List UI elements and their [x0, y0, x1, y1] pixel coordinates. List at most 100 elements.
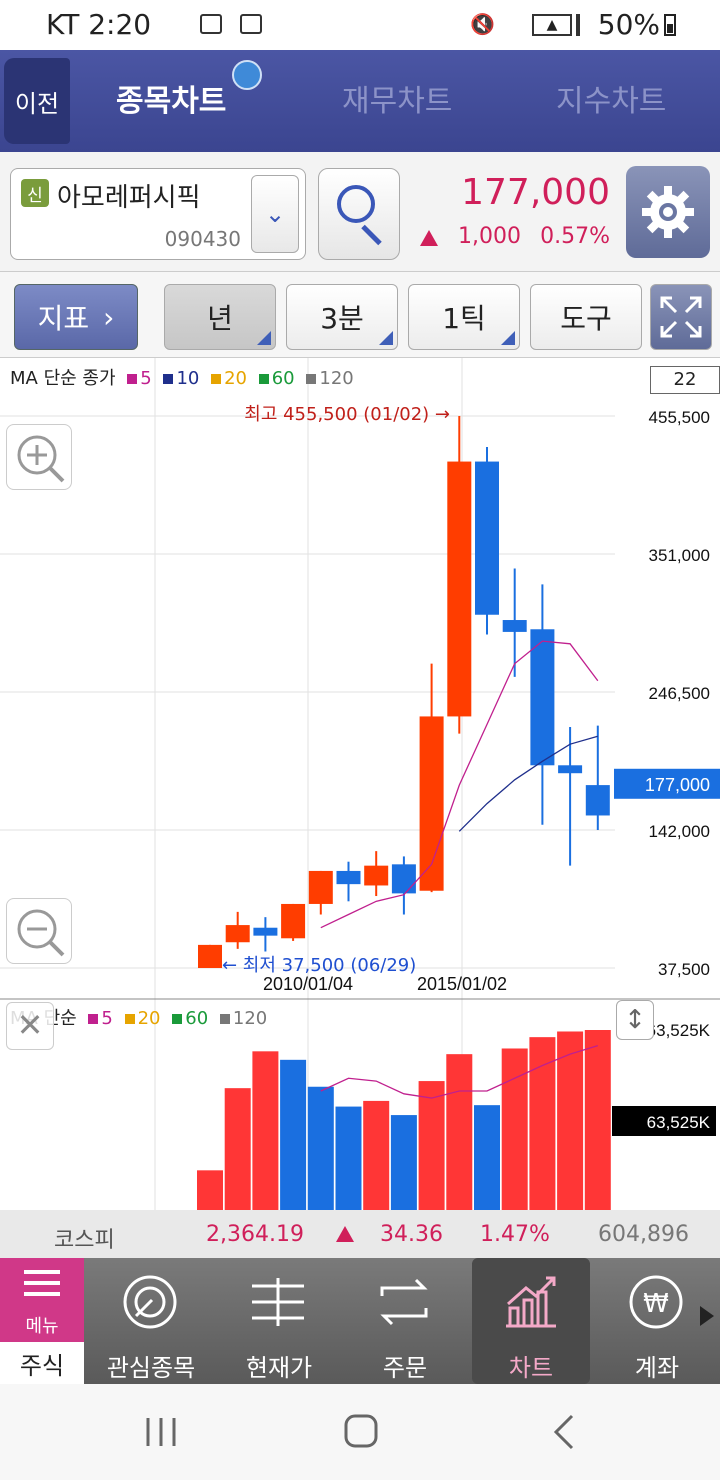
volume-bar	[584, 1030, 611, 1210]
candle-body	[419, 716, 444, 891]
current-volume-marker	[612, 1106, 716, 1136]
current-price-label: 177,000	[645, 775, 710, 795]
volume-axis-label: 63,525K	[647, 1021, 711, 1040]
volume-bar	[224, 1088, 251, 1210]
low-annotation: ← 최저 37,500 (06/29)	[222, 955, 416, 976]
refresh-badge-icon[interactable]	[232, 60, 262, 90]
nav-order[interactable]: 주문	[346, 1258, 464, 1384]
settings-button[interactable]	[626, 166, 710, 258]
chart-canvas[interactable]: 455,500 351,000 246,500 142,000 37,500 최고 455…	[0, 358, 720, 1210]
expand-button[interactable]	[650, 284, 712, 350]
status-bar: KT 2:20 🔇 ▲ 50%	[0, 0, 720, 50]
volume-bar	[418, 1081, 445, 1210]
kospi-volume: 604,896	[598, 1222, 689, 1247]
bottom-navigation: 메뉴 주식 관심종목 현재가 주문 차트 ₩ 계좌	[0, 1258, 720, 1384]
zoom-in-button[interactable]	[6, 424, 72, 490]
mute-icon: 🔇	[470, 12, 495, 36]
price-legend-title: MA 단순 종가	[10, 368, 116, 389]
high-annotation: 최고 455,500 (01/02) →	[244, 404, 450, 425]
indicator-button[interactable]: 지표 ›	[14, 284, 138, 350]
kospi-ticker[interactable]: 코스피 2,364.19 34.36 1.47% 604,896	[0, 1210, 720, 1258]
price-ma-legend: MA 단순 종가 5 10 20 60 120	[10, 364, 354, 390]
hamburger-icon	[24, 1270, 60, 1296]
current-price-marker	[614, 768, 720, 799]
tab-financial-chart[interactable]: 재무차트	[342, 84, 453, 119]
candle-body	[198, 944, 222, 968]
nav-order-label: 주문	[382, 1354, 428, 1382]
candle-body	[530, 629, 555, 766]
vertical-arrows-icon: ↕	[624, 1005, 646, 1035]
candle-body	[225, 925, 250, 943]
tool-button[interactable]: 도구	[530, 284, 642, 350]
stock-selector[interactable]: 신 아모레퍼시픽 090430 ⌄	[10, 168, 306, 260]
menu-label: 메뉴	[25, 1316, 59, 1337]
stock-name: 아모레퍼시픽	[57, 183, 201, 213]
candle-body	[475, 461, 499, 615]
price-change: 1,000	[458, 224, 521, 249]
nav-chart-label: 차트	[508, 1354, 554, 1382]
volume-bar	[529, 1037, 556, 1210]
volume-ma5-line	[320, 1045, 598, 1099]
ma120-legend: 120	[306, 368, 354, 389]
nav-watchlist[interactable]: 관심종목	[92, 1258, 210, 1384]
close-volume-button[interactable]: ✕	[6, 1002, 54, 1050]
price-axis-label: 455,500	[649, 408, 710, 427]
close-icon: ✕	[16, 1006, 44, 1044]
volume-bar	[557, 1031, 584, 1210]
gear-icon	[642, 186, 694, 238]
chart-area[interactable]: 455,500 351,000 246,500 142,000 37,500 최고 455…	[0, 358, 720, 1258]
svg-text:₩: ₩	[643, 1289, 669, 1319]
candle-count-input[interactable]: 22	[650, 366, 720, 394]
carrier-time: KT 2:20	[46, 8, 152, 41]
period-year-button[interactable]: 년	[164, 284, 276, 350]
volume-bar	[363, 1100, 390, 1210]
search-button[interactable]	[318, 168, 400, 260]
date-axis-label: 2010/01/04	[263, 974, 353, 994]
current-price: 177,000	[461, 172, 610, 213]
zoom-in-icon	[17, 435, 65, 483]
watchlist-icon	[123, 1275, 177, 1329]
vol-ma60-legend: 60	[172, 1008, 208, 1029]
volume-bar	[446, 1054, 473, 1210]
price-change-percent: 0.57%	[540, 224, 610, 249]
candle-body	[336, 870, 361, 885]
search-icon	[337, 185, 375, 223]
notification-icon	[200, 14, 222, 34]
current-price-icon	[252, 1278, 304, 1326]
nav-more-arrow-icon[interactable]	[700, 1306, 714, 1326]
back-button[interactable]: 이전	[4, 58, 70, 144]
home-icon[interactable]	[344, 1414, 378, 1448]
candle-body	[281, 903, 306, 939]
nav-chart[interactable]: 차트	[472, 1258, 590, 1384]
volume-bar	[474, 1105, 500, 1210]
tool-label: 도구	[560, 302, 612, 335]
nav-current-price[interactable]: 현재가	[220, 1258, 338, 1384]
gallery-icon	[240, 14, 262, 34]
volume-bar	[197, 1170, 223, 1210]
back-nav-icon[interactable]	[553, 1414, 574, 1450]
dropdown-corner-icon	[257, 331, 271, 345]
zoom-out-button[interactable]	[6, 898, 72, 964]
stock-dropdown-button[interactable]: ⌄	[251, 175, 299, 253]
nav-account[interactable]: ₩ 계좌	[598, 1258, 716, 1384]
battery-icon	[664, 14, 676, 36]
nav-watchlist-label: 관심종목	[106, 1354, 196, 1382]
ma5-legend: 5	[127, 368, 152, 389]
order-icon	[380, 1278, 428, 1326]
minute-button[interactable]: 3분	[286, 284, 398, 350]
current-volume-label: 63,525K	[647, 1113, 711, 1132]
ma60-legend: 60	[258, 368, 295, 389]
dropdown-corner-icon	[379, 331, 393, 345]
tick-button[interactable]: 1틱	[408, 284, 520, 350]
tab-stock-chart[interactable]: 종목차트	[116, 84, 227, 119]
menu-button[interactable]: 메뉴 주식	[0, 1258, 84, 1384]
volume-bar	[252, 1051, 279, 1210]
kospi-name: 코스피	[54, 1228, 115, 1253]
nav-account-label: 계좌	[634, 1354, 680, 1382]
tab-index-chart[interactable]: 지수차트	[556, 84, 667, 119]
signal-icon	[576, 14, 594, 36]
menu-sub-label: 주식	[19, 1352, 65, 1380]
candle-body	[253, 927, 278, 936]
scroll-axis-button[interactable]: ↕	[616, 1000, 654, 1040]
recent-apps-icon[interactable]	[146, 1418, 176, 1446]
